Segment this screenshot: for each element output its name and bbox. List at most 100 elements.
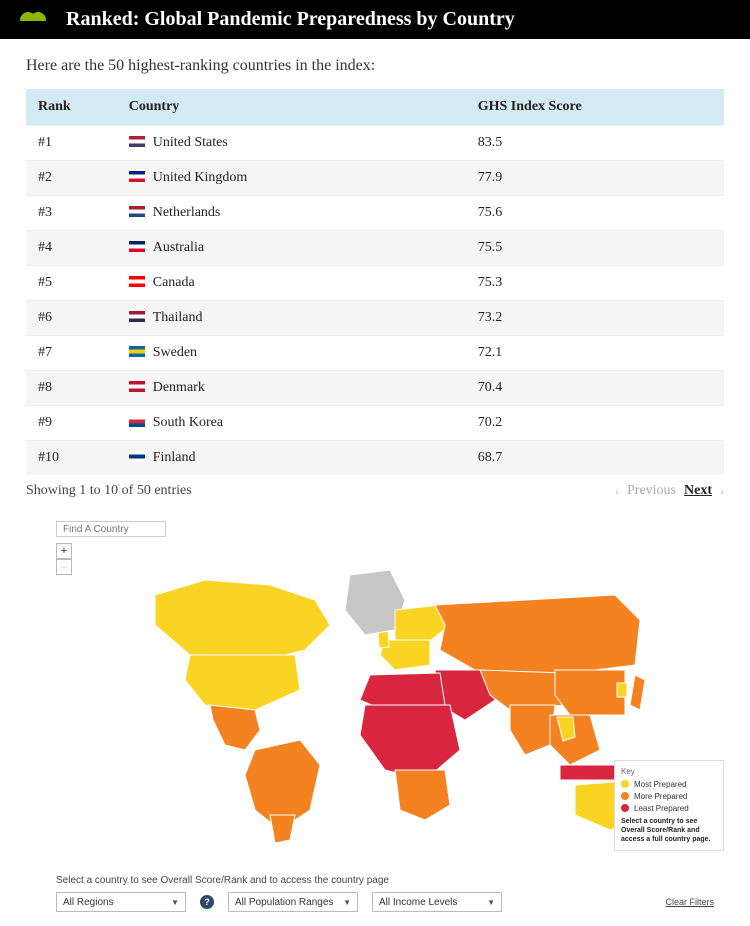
map-country-shape[interactable] xyxy=(378,631,389,648)
table-row: #3Netherlands75.6 xyxy=(26,196,724,231)
country-cell: Australia xyxy=(117,231,466,266)
table-row: #6 Thailand 73.2 xyxy=(26,301,724,336)
score-cell: 73.2 xyxy=(466,301,724,336)
map-legend: Key Most PreparedMore PreparedLeast Prep… xyxy=(614,760,724,851)
flag-icon xyxy=(129,346,145,357)
rank-cell: #4 xyxy=(26,231,117,266)
page-title: Ranked: Global Pandemic Preparedness by … xyxy=(66,8,515,31)
rank-cell: #1 xyxy=(26,126,117,161)
legend-swatch xyxy=(621,804,629,812)
help-icon[interactable]: ? xyxy=(200,895,214,909)
flag-icon xyxy=(129,136,145,147)
map-country-shape[interactable] xyxy=(555,670,625,715)
rank-cell: #6 xyxy=(26,301,117,336)
score-cell: 83.5 xyxy=(466,126,724,161)
column-header[interactable]: GHS Index Score xyxy=(466,89,724,126)
rank-cell: #5 xyxy=(26,266,117,301)
score-cell: 70.4 xyxy=(466,371,724,406)
chevron-down-icon: ▼ xyxy=(171,898,179,907)
map-country-shape[interactable] xyxy=(270,815,295,843)
rank-cell: #2 xyxy=(26,161,117,196)
rank-cell: #7 xyxy=(26,336,117,371)
legend-item: More Prepared xyxy=(621,792,717,801)
legend-swatch xyxy=(621,780,629,788)
flag-icon xyxy=(129,451,145,462)
country-name: Denmark xyxy=(153,380,205,395)
pager-summary: Showing 1 to 10 of 50 entries xyxy=(26,483,192,499)
score-cell: 68.7 xyxy=(466,441,724,476)
score-cell: 70.2 xyxy=(466,406,724,441)
site-logo-icon xyxy=(18,9,48,31)
subtitle-text: Here are the 50 highest-ranking countrie… xyxy=(26,57,724,75)
country-cell: Denmark xyxy=(117,371,466,406)
map-country-shape[interactable] xyxy=(550,715,600,765)
map-footer-prompt: Select a country to see Overall Score/Ra… xyxy=(56,875,724,886)
income-select[interactable]: All Income Levels ▼ xyxy=(372,892,502,912)
population-select[interactable]: All Population Ranges ▼ xyxy=(228,892,358,912)
world-map[interactable] xyxy=(95,555,655,845)
flag-icon xyxy=(129,206,145,217)
population-select-value: All Population Ranges xyxy=(235,897,333,908)
find-country-input[interactable] xyxy=(56,521,166,537)
rank-cell: #10 xyxy=(26,441,117,476)
column-header[interactable]: Rank xyxy=(26,89,117,126)
rank-cell: #8 xyxy=(26,371,117,406)
chevron-down-icon: ▼ xyxy=(487,898,495,907)
score-cell: 77.9 xyxy=(466,161,724,196)
country-name: Canada xyxy=(153,275,195,290)
legend-note: Select a country to see Overall Score/Ra… xyxy=(621,817,717,844)
flag-icon xyxy=(129,276,145,287)
country-name: Sweden xyxy=(153,345,197,360)
legend-item: Most Prepared xyxy=(621,780,717,789)
map-country-shape[interactable] xyxy=(617,683,627,697)
country-cell: Sweden xyxy=(117,336,466,371)
country-cell: Canada xyxy=(117,266,466,301)
map-country-shape[interactable] xyxy=(510,705,555,755)
map-country-shape[interactable] xyxy=(480,670,565,710)
pager-prev-button[interactable]: Previous xyxy=(627,483,676,499)
table-row: #1 United States 83.5 xyxy=(26,126,724,161)
map-country-shape[interactable] xyxy=(155,580,330,665)
country-cell: Thailand xyxy=(117,301,466,336)
pager-next-button[interactable]: Next xyxy=(684,483,712,499)
region-select[interactable]: All Regions ▼ xyxy=(56,892,186,912)
country-cell: United States xyxy=(117,126,466,161)
table-row: #9South Korea70.2 xyxy=(26,406,724,441)
flag-icon xyxy=(129,241,145,252)
clear-filters-link[interactable]: Clear Filters xyxy=(665,897,714,907)
country-name: United States xyxy=(153,135,228,150)
score-cell: 75.3 xyxy=(466,266,724,301)
score-cell: 72.1 xyxy=(466,336,724,371)
legend-swatch xyxy=(621,792,629,800)
chevron-right-icon: › xyxy=(720,484,724,499)
country-name: Finland xyxy=(153,450,196,465)
map-region: + – Key Most PreparedMore PreparedLeast … xyxy=(0,511,750,869)
flag-icon xyxy=(129,171,145,182)
map-country-shape[interactable] xyxy=(360,705,460,780)
map-country-shape[interactable] xyxy=(630,675,645,710)
legend-label: Most Prepared xyxy=(634,780,686,789)
table-pager: Showing 1 to 10 of 50 entries ‹ Previous… xyxy=(26,483,724,499)
map-footer: Select a country to see Overall Score/Ra… xyxy=(0,875,750,926)
table-row: #7 Sweden 72.1 xyxy=(26,336,724,371)
region-select-value: All Regions xyxy=(63,897,114,908)
map-country-shape[interactable] xyxy=(435,595,640,675)
chevron-left-icon: ‹ xyxy=(615,484,619,499)
map-country-shape[interactable] xyxy=(185,655,300,710)
column-header[interactable]: Country xyxy=(117,89,466,126)
country-name: Thailand xyxy=(153,310,203,325)
country-cell: United Kingdom xyxy=(117,161,466,196)
map-country-shape[interactable] xyxy=(210,705,260,750)
chevron-down-icon: ▼ xyxy=(343,898,351,907)
country-name: Australia xyxy=(153,240,204,255)
flag-icon xyxy=(129,311,145,322)
content-region: Here are the 50 highest-ranking countrie… xyxy=(0,39,750,511)
country-name: Netherlands xyxy=(153,205,221,220)
table-row: #2United Kingdom77.9 xyxy=(26,161,724,196)
legend-label: Least Prepared xyxy=(634,804,689,813)
map-country-shape[interactable] xyxy=(395,770,450,820)
table-row: #10 Finland 68.7 xyxy=(26,441,724,476)
legend-item: Least Prepared xyxy=(621,804,717,813)
top-bar: Ranked: Global Pandemic Preparedness by … xyxy=(0,0,750,39)
country-cell: Finland xyxy=(117,441,466,476)
